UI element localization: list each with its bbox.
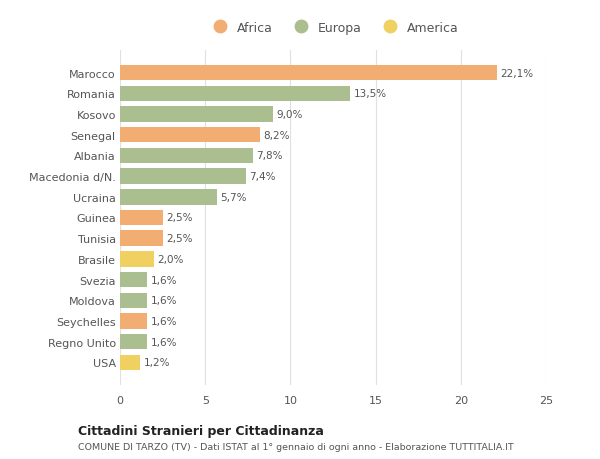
Bar: [120, 66, 497, 81]
Bar: [120, 86, 350, 102]
Legend: Africa, Europa, America: Africa, Europa, America: [202, 17, 464, 39]
Text: 1,6%: 1,6%: [151, 337, 177, 347]
Bar: [120, 169, 246, 185]
Bar: [120, 148, 253, 164]
Text: 13,5%: 13,5%: [353, 89, 386, 99]
Text: 1,6%: 1,6%: [151, 275, 177, 285]
Text: COMUNE DI TARZO (TV) - Dati ISTAT al 1° gennaio di ogni anno - Elaborazione TUTT: COMUNE DI TARZO (TV) - Dati ISTAT al 1° …: [78, 442, 514, 451]
Text: 1,6%: 1,6%: [151, 296, 177, 306]
Bar: [120, 355, 140, 370]
Text: 2,0%: 2,0%: [157, 254, 184, 264]
Text: 5,7%: 5,7%: [221, 192, 247, 202]
Text: Cittadini Stranieri per Cittadinanza: Cittadini Stranieri per Cittadinanza: [78, 424, 324, 437]
Bar: [120, 190, 217, 205]
Text: 22,1%: 22,1%: [500, 68, 533, 78]
Text: 7,8%: 7,8%: [256, 151, 283, 161]
Text: 8,2%: 8,2%: [263, 130, 290, 140]
Text: 1,6%: 1,6%: [151, 316, 177, 326]
Bar: [120, 128, 260, 143]
Bar: [120, 313, 147, 329]
Bar: [120, 293, 147, 308]
Bar: [120, 210, 163, 226]
Text: 7,4%: 7,4%: [250, 172, 276, 182]
Text: 2,5%: 2,5%: [166, 213, 193, 223]
Text: 1,2%: 1,2%: [144, 358, 170, 368]
Text: 2,5%: 2,5%: [166, 234, 193, 244]
Bar: [120, 272, 147, 288]
Bar: [120, 334, 147, 350]
Bar: [120, 107, 274, 123]
Text: 9,0%: 9,0%: [277, 110, 303, 120]
Bar: [120, 252, 154, 267]
Bar: [120, 231, 163, 246]
